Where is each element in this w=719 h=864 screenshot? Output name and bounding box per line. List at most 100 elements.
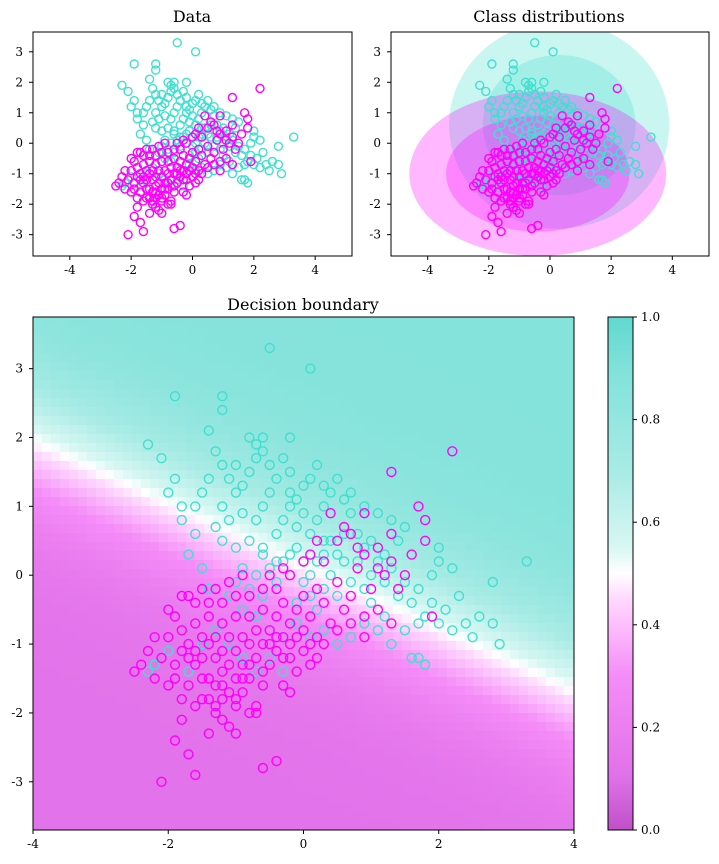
heatmap-cell bbox=[132, 821, 142, 830]
heatmap-cell bbox=[240, 506, 250, 516]
heatmap-cell bbox=[204, 785, 214, 795]
heatmap-cell bbox=[555, 704, 565, 714]
heatmap-cell bbox=[177, 542, 187, 552]
heatmap-cell bbox=[123, 803, 133, 813]
heatmap-cell bbox=[474, 425, 484, 435]
heatmap-cell bbox=[285, 353, 295, 363]
heatmap-cell bbox=[60, 515, 70, 525]
heatmap-cell bbox=[105, 704, 115, 714]
heatmap-cell bbox=[348, 506, 358, 516]
heatmap-cell bbox=[78, 614, 88, 624]
y-tick-label: -1 bbox=[369, 167, 381, 181]
heatmap-cell bbox=[240, 515, 250, 525]
heatmap-cell bbox=[366, 335, 376, 345]
heatmap-cell bbox=[141, 542, 151, 552]
heatmap-cell bbox=[492, 533, 502, 543]
heatmap-cell bbox=[42, 497, 52, 507]
heatmap-cell bbox=[87, 416, 97, 426]
heatmap-cell bbox=[231, 461, 241, 471]
heatmap-cell bbox=[330, 479, 340, 489]
heatmap-cell bbox=[141, 596, 151, 606]
heatmap-cell bbox=[204, 641, 214, 651]
point-class0 bbox=[111, 181, 121, 191]
heatmap-cell bbox=[87, 569, 97, 579]
heatmap-cell bbox=[33, 713, 43, 723]
heatmap-cell bbox=[447, 470, 457, 480]
heatmap-cell bbox=[456, 560, 466, 570]
heatmap-cell bbox=[96, 614, 106, 624]
heatmap-cell bbox=[420, 686, 430, 696]
heatmap-cell bbox=[123, 560, 133, 570]
heatmap-cell bbox=[330, 668, 340, 678]
heatmap-cell bbox=[474, 542, 484, 552]
heatmap-cell bbox=[447, 425, 457, 435]
heatmap-cell bbox=[384, 758, 394, 768]
heatmap-cell bbox=[519, 371, 529, 381]
heatmap-cell bbox=[510, 335, 520, 345]
heatmap-cell bbox=[483, 587, 493, 597]
point-class1 bbox=[440, 604, 451, 615]
heatmap-cell bbox=[195, 533, 205, 543]
point-class1 bbox=[178, 86, 189, 97]
heatmap-cell bbox=[501, 506, 511, 516]
heatmap-cell bbox=[492, 353, 502, 363]
heatmap-cell bbox=[60, 542, 70, 552]
heatmap-cell bbox=[96, 416, 106, 426]
heatmap-cell bbox=[438, 812, 448, 822]
heatmap-cell bbox=[186, 731, 196, 741]
heatmap-cell bbox=[60, 668, 70, 678]
heatmap-cell bbox=[420, 722, 430, 732]
heatmap-cell bbox=[456, 551, 466, 561]
heatmap-cell bbox=[555, 686, 565, 696]
point-class0 bbox=[217, 666, 228, 677]
heatmap-cell bbox=[105, 686, 115, 696]
heatmap-cell bbox=[249, 542, 259, 552]
heatmap-cell bbox=[501, 542, 511, 552]
point-class0 bbox=[490, 147, 500, 158]
heatmap-cell bbox=[42, 398, 52, 408]
heatmap-cell bbox=[87, 389, 97, 399]
point-class1 bbox=[305, 590, 316, 602]
heatmap-cell bbox=[177, 353, 187, 363]
heatmap-cell bbox=[339, 515, 349, 525]
heatmap-cell bbox=[222, 524, 232, 534]
heatmap-cell bbox=[204, 713, 214, 723]
point-class1 bbox=[144, 144, 155, 155]
heatmap-cell bbox=[105, 380, 115, 390]
heatmap-cell bbox=[231, 614, 241, 624]
heatmap-cell bbox=[357, 434, 367, 444]
heatmap-cell bbox=[186, 704, 196, 714]
heatmap-cell bbox=[78, 542, 88, 552]
heatmap-cell bbox=[231, 749, 241, 759]
heatmap-cell bbox=[123, 317, 133, 327]
heatmap-cell bbox=[231, 389, 241, 399]
heatmap-cell bbox=[375, 524, 385, 534]
heatmap-cell bbox=[420, 614, 430, 624]
heatmap-cell bbox=[474, 749, 484, 759]
point-class1 bbox=[156, 453, 167, 464]
heatmap-cell bbox=[240, 452, 250, 462]
heatmap-cell bbox=[402, 632, 412, 642]
heatmap-cell bbox=[447, 677, 457, 687]
heatmap-cell bbox=[384, 335, 394, 345]
heatmap-cell bbox=[96, 326, 106, 336]
heatmap-cell bbox=[492, 659, 502, 669]
heatmap-cell bbox=[537, 641, 547, 651]
heatmap-cell bbox=[312, 479, 322, 489]
heatmap-cell bbox=[105, 785, 115, 795]
heatmap-cell bbox=[420, 641, 430, 651]
heatmap-cell bbox=[564, 704, 574, 714]
heatmap-cell bbox=[159, 434, 169, 444]
heatmap-cell bbox=[159, 740, 169, 750]
heatmap-cell bbox=[546, 335, 556, 345]
heatmap-cell bbox=[537, 542, 547, 552]
heatmap-cell bbox=[483, 632, 493, 642]
point-class1 bbox=[169, 391, 181, 402]
heatmap-cell bbox=[186, 416, 196, 426]
heatmap-cell bbox=[159, 803, 169, 813]
heatmap-cell bbox=[51, 695, 61, 705]
heatmap-cell bbox=[537, 758, 547, 768]
heatmap-cell bbox=[267, 731, 277, 741]
heatmap-cell bbox=[357, 380, 367, 390]
point-class1 bbox=[467, 632, 478, 643]
